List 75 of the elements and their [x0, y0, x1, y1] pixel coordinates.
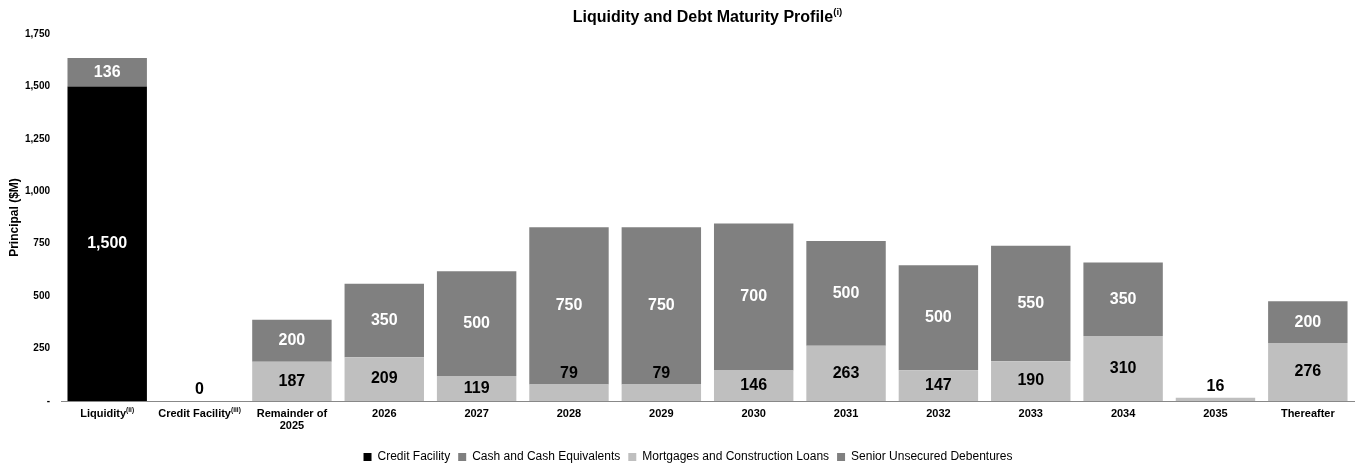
data-label: 119	[463, 378, 490, 396]
x-tick-label: 2026	[372, 407, 397, 419]
bar	[806, 240, 886, 346]
x-tick-label: 2034	[1110, 407, 1137, 419]
data-label: 147	[925, 375, 952, 393]
y-axis-title: Principal ($M)	[7, 178, 21, 257]
x-tick-label: 2033	[1018, 407, 1044, 419]
data-label: 500	[463, 314, 491, 332]
legend-label: Credit Facility	[377, 449, 451, 464]
x-tick-label: 2027	[464, 407, 489, 419]
y-tick-label: 1,250	[24, 132, 51, 144]
bar	[529, 227, 609, 385]
bar	[252, 361, 332, 401]
bar	[436, 376, 517, 401]
data-label: 550	[1017, 293, 1045, 311]
x-tick-label: 2035	[1203, 407, 1228, 419]
x-tick-label: Thereafter	[1280, 407, 1336, 419]
data-label: 136	[93, 62, 121, 80]
data-label: 16	[1206, 377, 1225, 395]
data-label: 200	[278, 331, 306, 349]
data-label: 79	[560, 363, 578, 381]
bar	[898, 370, 979, 401]
data-label: 187	[278, 371, 306, 389]
data-label: 0	[195, 380, 205, 398]
data-label: 750	[647, 296, 675, 314]
y-tick-label: 1,750	[24, 27, 51, 39]
data-label: 350	[370, 310, 398, 328]
x-tick-label: 2031	[833, 407, 859, 419]
y-tick-label: -	[46, 394, 51, 406]
bar	[436, 271, 517, 377]
bar	[67, 86, 147, 401]
bar	[1268, 343, 1348, 401]
data-label: 350	[1109, 289, 1137, 307]
legend-label: Mortgages and Construction Loans	[642, 449, 830, 464]
data-label: 146	[740, 376, 768, 394]
legend-label: Cash and Cash Equivalents	[472, 449, 621, 464]
y-tick-label: 250	[33, 342, 51, 354]
x-tick-label: 2029	[649, 407, 674, 419]
bar	[991, 361, 1071, 401]
bar	[621, 384, 702, 401]
data-label: 1,500	[87, 234, 128, 252]
y-tick-label: 1,000	[24, 185, 51, 197]
data-label: 79	[652, 363, 671, 381]
bar	[1268, 301, 1348, 344]
bar	[991, 245, 1071, 362]
legend-label: Senior Unsecured Debentures	[851, 449, 1013, 464]
data-label: 700	[740, 287, 768, 305]
bar	[713, 223, 794, 371]
bar	[344, 357, 424, 401]
bar	[529, 384, 609, 401]
data-label: 750	[555, 296, 583, 314]
bar	[252, 319, 332, 362]
data-label: 500	[832, 283, 860, 301]
bar	[713, 370, 794, 401]
bar	[898, 265, 979, 371]
data-label: 500	[925, 308, 952, 326]
x-tick-label: 2028	[556, 407, 582, 419]
data-label: 276	[1294, 362, 1322, 380]
y-tick-label: 750	[33, 237, 51, 249]
y-tick-label: 1,500	[24, 80, 51, 92]
y-tick-label: 500	[33, 289, 51, 301]
bar	[621, 227, 702, 385]
bar	[344, 283, 424, 358]
data-label: 190	[1017, 371, 1045, 389]
bar	[1083, 335, 1163, 401]
x-tick-label: Remainder of 2025	[256, 407, 328, 431]
bar	[1083, 262, 1163, 336]
x-tick-label: 2030	[741, 407, 766, 419]
bar	[806, 345, 886, 401]
x-tick-label: 2032	[926, 407, 951, 419]
bar	[67, 57, 147, 87]
data-label: 310	[1109, 358, 1137, 376]
data-label: 263	[832, 363, 860, 381]
data-label: 200	[1294, 312, 1322, 330]
data-label: 209	[370, 369, 398, 387]
